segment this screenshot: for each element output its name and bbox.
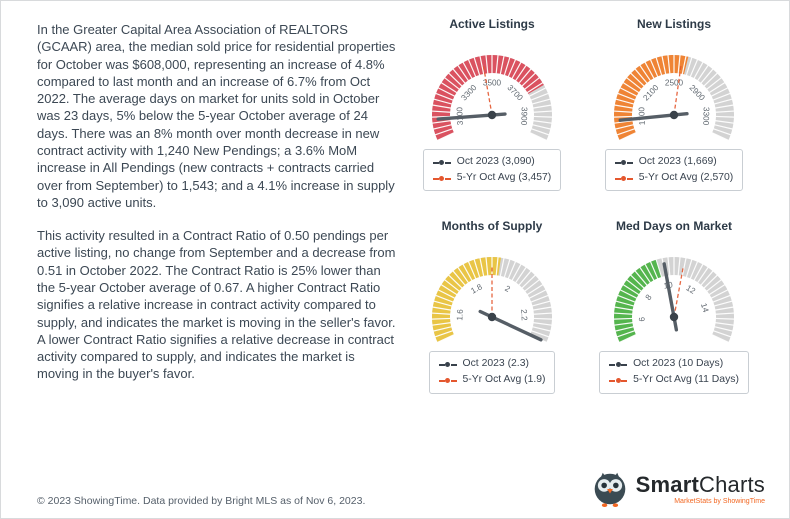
- smartcharts-logo: SmartCharts MarketStats by ShowingTime: [592, 470, 765, 508]
- legend-row-avg: 5-Yr Oct Avg (2,570): [614, 170, 734, 186]
- svg-text:14: 14: [699, 302, 710, 314]
- brand-name-rest: Charts: [699, 471, 765, 497]
- gauge-title-active-listings: Active Listings: [449, 17, 535, 31]
- gauge-title-med-days-on-market: Med Days on Market: [615, 219, 733, 234]
- gauge-grid: Active Listings 31003300350037003900 Oct…: [401, 17, 765, 394]
- legend-avg-label: 5-Yr Oct Avg (11 Days): [633, 374, 739, 386]
- svg-text:2.2: 2.2: [519, 309, 529, 321]
- legend-row-avg: 5-Yr Oct Avg (1.9): [438, 372, 546, 388]
- legend-avg-label: 5-Yr Oct Avg (3,457): [456, 172, 552, 184]
- summary-paragraph-1: In the Greater Capital Area Association …: [37, 22, 396, 210]
- avg-series-marker: [438, 377, 457, 384]
- svg-text:2500: 2500: [665, 79, 684, 88]
- svg-text:3300: 3300: [701, 107, 711, 126]
- brand-name-bold: Smart: [635, 471, 699, 497]
- gauge-legend-active-listings: Oct 2023 (3,090) 5-Yr Oct Avg (3,457): [422, 149, 562, 192]
- current-series-marker: [438, 361, 457, 368]
- legend-avg-label: 5-Yr Oct Avg (2,570): [638, 172, 734, 184]
- copyright-footer: © 2023 ShowingTime. Data provided by Bri…: [37, 495, 366, 507]
- current-series-marker: [609, 361, 628, 368]
- summary-paragraph-2: This activity resulted in a Contract Rat…: [37, 228, 396, 382]
- gauge-chart-active-listings: 31003300350037003900: [431, 54, 553, 142]
- legend-row-current: Oct 2023 (2.3): [438, 356, 546, 372]
- gauge-chart-med-days-on-market: 68101214: [613, 256, 735, 344]
- gauge-panel-new-listings: New Listings 1700 2100 2500 2900 3300 Oct 20…: [583, 17, 765, 192]
- legend-current-label: Oct 2023 (10 Days): [633, 358, 724, 370]
- svg-text:12: 12: [684, 284, 697, 297]
- gauge-legend-months-of-supply: Oct 2023 (2.3) 5-Yr Oct Avg (1.9): [428, 351, 556, 394]
- gauge-legend-med-days-on-market: Oct 2023 (10 Days) 5-Yr Oct Avg (11 Days…: [599, 351, 749, 394]
- avg-series-marker: [432, 175, 451, 182]
- svg-text:3500: 3500: [483, 79, 502, 88]
- legend-row-current: Oct 2023 (1,669): [614, 154, 734, 170]
- legend-row-current: Oct 2023 (3,090): [432, 154, 552, 170]
- svg-text:6: 6: [637, 317, 646, 323]
- legend-row-avg: 5-Yr Oct Avg (11 Days): [609, 372, 739, 388]
- avg-series-marker: [614, 175, 633, 182]
- svg-text:8: 8: [644, 293, 654, 302]
- svg-text:1.6: 1.6: [455, 309, 465, 321]
- svg-text:1.8: 1.8: [469, 282, 484, 296]
- svg-text:3900: 3900: [519, 107, 529, 126]
- svg-text:2: 2: [503, 284, 512, 294]
- current-series-marker: [432, 159, 451, 166]
- legend-current-label: Oct 2023 (1,669): [638, 156, 717, 167]
- brand-tagline: MarketStats by ShowingTime: [674, 497, 765, 505]
- avg-series-marker: [609, 377, 628, 384]
- legend-current-label: Oct 2023 (2.3): [462, 358, 529, 370]
- legend-avg-label: 5-Yr Oct Avg (1.9): [462, 374, 546, 386]
- gauge-panel-active-listings: Active Listings 31003300350037003900 Oct…: [401, 17, 583, 192]
- gauge-title-months-of-supply: Months of Supply: [441, 219, 543, 234]
- brand-text: SmartCharts MarketStats by ShowingTime: [635, 471, 765, 505]
- svg-text:1700: 1700: [637, 106, 647, 125]
- gauge-panel-months-of-supply: Months of Supply 1.6 1.8 2 2.2 Oct 2023 (2.…: [401, 219, 583, 394]
- gauge-chart-months-of-supply: 1.6 1.8 2 2.2: [431, 256, 553, 344]
- owl-logo-icon: [594, 472, 625, 507]
- gauge-legend-new-listings: Oct 2023 (1,669) 5-Yr Oct Avg (2,570): [604, 149, 744, 192]
- brand-name: SmartCharts: [635, 471, 765, 497]
- legend-row-current: Oct 2023 (10 Days): [609, 356, 739, 372]
- legend-current-label: Oct 2023 (3,090): [456, 156, 535, 167]
- current-series-marker: [614, 159, 633, 166]
- gauge-panel-med-days-on-market: Med Days on Market 68101214 Oct 2023 (10…: [583, 219, 765, 394]
- legend-row-avg: 5-Yr Oct Avg (3,457): [432, 170, 552, 186]
- gauge-title-new-listings: New Listings: [636, 17, 711, 31]
- report-summary: In the Greater Capital Area Association …: [37, 21, 399, 399]
